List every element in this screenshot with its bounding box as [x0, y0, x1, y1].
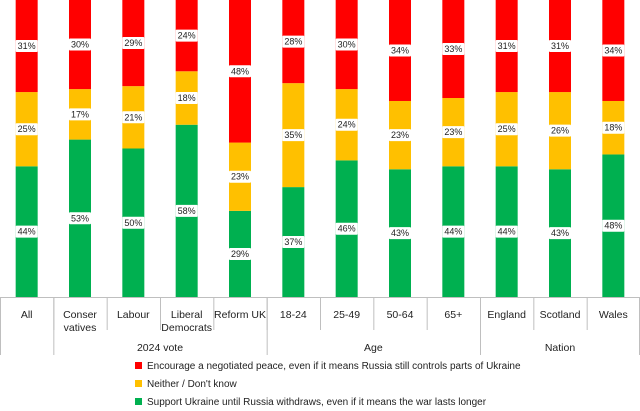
legend: Encourage a negotiated peace, even if it… — [135, 361, 521, 408]
data-label-box — [549, 40, 571, 53]
category-label: 50-64 — [387, 309, 414, 321]
bars-layer: 44% 25% 31% 53% 17% 30% 50% 21% 29% 58% 18% 24% 29% 2… — [15, 0, 625, 298]
category-label: Scotland — [540, 309, 581, 321]
data-label-box — [335, 118, 358, 131]
data-label: 26% — [551, 126, 569, 136]
data-label: 31% — [18, 41, 36, 51]
category-label: England — [487, 309, 526, 321]
category-label: Labour — [117, 309, 150, 321]
category-label: 65+ — [444, 309, 462, 321]
legend-swatch — [135, 398, 142, 405]
data-label: 23% — [444, 127, 462, 137]
group-label: Age — [364, 342, 383, 354]
group-label: 2024 vote — [137, 342, 183, 354]
data-label-box — [495, 40, 518, 53]
category-label: 18-24 — [280, 309, 307, 321]
category-axis: All Conser vatives Labour Liberal DemocratsRe… — [0, 297, 640, 355]
data-label-box — [69, 38, 91, 51]
data-label-box — [495, 225, 518, 238]
legend-swatch — [135, 380, 142, 387]
data-label: 48% — [604, 221, 622, 231]
data-label-box — [15, 40, 38, 53]
data-label: 29% — [231, 249, 249, 259]
category-label: Reform UK — [214, 309, 266, 321]
data-label: 43% — [391, 228, 409, 238]
data-label: 46% — [338, 224, 356, 234]
data-label: 50% — [124, 218, 142, 228]
data-label-box — [122, 216, 145, 229]
data-label: 34% — [604, 45, 622, 55]
data-label: 48% — [231, 66, 249, 76]
data-label-box — [175, 29, 198, 42]
group-label: Nation — [545, 342, 576, 354]
legend-label: Support Ukraine until Russia withdraws, … — [147, 397, 487, 408]
legend-swatch — [135, 362, 142, 369]
data-label: 24% — [338, 120, 356, 130]
data-label-box — [282, 129, 305, 142]
data-label-box — [442, 126, 465, 139]
data-label: 44% — [498, 227, 516, 237]
data-label: 37% — [284, 237, 302, 247]
data-label-box — [175, 204, 198, 217]
data-label: 44% — [444, 227, 462, 237]
data-label: 30% — [338, 40, 356, 50]
data-label-box — [69, 108, 91, 121]
data-label-box — [122, 37, 145, 50]
data-label: 31% — [498, 41, 516, 51]
data-label-box — [335, 38, 358, 51]
data-label: 24% — [178, 31, 196, 41]
data-label: 17% — [71, 109, 89, 119]
data-label: 25% — [18, 124, 36, 134]
category-label: Wales — [599, 309, 628, 321]
data-label: 44% — [18, 227, 36, 237]
data-label-box — [229, 65, 251, 78]
data-label-box — [602, 44, 625, 57]
data-label: 30% — [71, 40, 89, 50]
data-label-box — [229, 170, 251, 183]
data-label: 33% — [444, 44, 462, 54]
data-label-box — [549, 124, 571, 137]
data-label: 23% — [391, 130, 409, 140]
data-label-box — [282, 236, 305, 249]
data-label: 31% — [551, 41, 569, 51]
data-label: 43% — [551, 228, 569, 238]
data-label-box — [122, 111, 145, 124]
category-label: Conser vatives — [63, 309, 97, 334]
data-label: 58% — [178, 206, 196, 216]
data-label: 28% — [284, 37, 302, 47]
legend-label: Encourage a negotiated peace, even if it… — [147, 361, 521, 372]
data-label: 18% — [604, 123, 622, 133]
data-label: 53% — [71, 213, 89, 223]
category-label: All — [21, 309, 33, 321]
category-label: Liberal Democrats — [161, 309, 212, 334]
data-label-box — [229, 247, 251, 260]
data-label-box — [389, 44, 411, 57]
data-label-box — [442, 225, 465, 238]
legend-label: Neither / Don't know — [147, 379, 238, 390]
data-label-box — [69, 212, 91, 225]
data-label-box — [15, 123, 38, 136]
data-label-box — [389, 129, 411, 142]
data-label-box — [549, 227, 571, 240]
data-label: 23% — [231, 172, 249, 182]
data-label: 35% — [284, 130, 302, 140]
data-label-box — [389, 227, 411, 240]
data-label-box — [442, 43, 465, 55]
category-label: 25-49 — [333, 309, 360, 321]
data-label: 18% — [178, 93, 196, 103]
data-label: 21% — [124, 112, 142, 122]
data-label: 29% — [124, 38, 142, 48]
data-label-box — [602, 121, 625, 134]
data-label-box — [495, 123, 518, 136]
data-label: 25% — [498, 124, 516, 134]
data-label-box — [15, 225, 38, 238]
data-label-box — [175, 92, 198, 105]
data-label-box — [602, 219, 625, 232]
data-label-box — [335, 222, 358, 235]
data-label-box — [282, 35, 305, 48]
data-label: 34% — [391, 45, 409, 55]
